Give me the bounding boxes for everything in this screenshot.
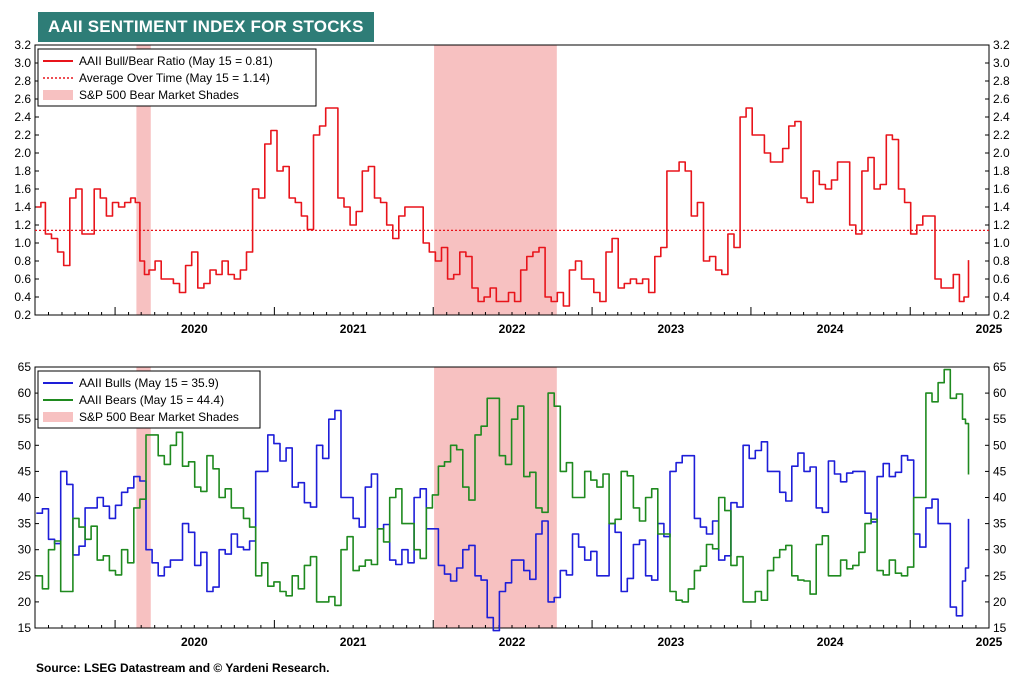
y-tick-label-right: 20	[993, 595, 1007, 609]
y-tick-label-left: 2.2	[14, 128, 31, 142]
y-tick-label-left: 50	[18, 438, 32, 452]
chart-title: AAII SENTIMENT INDEX FOR STOCKS	[38, 12, 374, 42]
legend-label: S&P 500 Bear Market Shades	[79, 410, 239, 424]
y-tick-label-right: 2.0	[993, 146, 1010, 160]
y-tick-label-left: 3.2	[14, 38, 31, 52]
x-tick-label: 2023	[658, 635, 685, 649]
series-line-1	[36, 107, 970, 307]
x-tick-label: 2025	[976, 322, 1003, 336]
y-tick-label-right: 1.2	[993, 218, 1010, 232]
y-tick-label-right: 50	[993, 438, 1007, 452]
bear-market-shade	[434, 45, 557, 315]
x-tick-label: 2021	[340, 322, 367, 336]
y-tick-label-left: 65	[18, 360, 32, 374]
y-tick-label-left: 15	[18, 621, 32, 635]
y-tick-label-right: 0.6	[993, 272, 1010, 286]
y-tick-label-left: 2.0	[14, 146, 31, 160]
legend-label: AAII Bulls (May 15 = 35.9)	[79, 376, 219, 390]
y-tick-label-right: 40	[993, 491, 1007, 505]
y-tick-label-right: 15	[993, 621, 1007, 635]
legend-box	[37, 370, 261, 429]
y-tick-label-right: 25	[993, 569, 1007, 583]
y-tick-label-left: 1.6	[14, 182, 31, 196]
y-tick-label-right: 1.4	[993, 200, 1010, 214]
x-tick-label: 2022	[499, 322, 526, 336]
x-tick-label: 2020	[181, 635, 208, 649]
y-tick-label-left: 1.8	[14, 164, 31, 178]
y-tick-label-left: 2.8	[14, 74, 31, 88]
y-tick-label-left: 35	[18, 517, 32, 531]
bear-market-shade	[136, 367, 151, 628]
legend-swatch-shade	[43, 412, 73, 422]
y-tick-label-right: 1.8	[993, 164, 1010, 178]
y-tick-label-right: 65	[993, 360, 1007, 374]
y-tick-label-right: 1.6	[993, 182, 1010, 196]
y-tick-label-left: 25	[18, 569, 32, 583]
y-tick-label-left: 2.6	[14, 92, 31, 106]
y-tick-label-left: 3.0	[14, 56, 31, 70]
legend-label: Average Over Time (May 15 = 1.14)	[79, 71, 270, 85]
y-tick-label-left: 30	[18, 543, 32, 557]
y-tick-label-right: 0.2	[993, 308, 1010, 322]
y-tick-label-right: 0.4	[993, 290, 1010, 304]
series-line-1	[36, 409, 970, 632]
x-tick-label: 2022	[499, 635, 526, 649]
y-tick-label-left: 2.4	[14, 110, 31, 124]
y-tick-label-left: 1.0	[14, 236, 31, 250]
y-tick-label-right: 45	[993, 464, 1007, 478]
legend-label: S&P 500 Bear Market Shades	[79, 88, 239, 102]
y-tick-label-right: 3.0	[993, 56, 1010, 70]
y-tick-label-left: 0.6	[14, 272, 31, 286]
y-tick-label-right: 1.0	[993, 236, 1010, 250]
legend-label: AAII Bull/Bear Ratio (May 15 = 0.81)	[79, 54, 273, 68]
chart-panel-1: 0.2 0.2 0.4 0.4 0.6 0.6 0.8 0.8 1.0 1.0 1.2 1.2 1.4 1…	[14, 38, 1010, 336]
y-tick-label-right: 55	[993, 412, 1007, 426]
x-tick-label: 2021	[340, 635, 367, 649]
legend-box	[37, 48, 317, 107]
y-tick-label-right: 0.8	[993, 254, 1010, 268]
y-tick-label-left: 55	[18, 412, 32, 426]
bear-market-shade	[434, 367, 557, 628]
y-tick-label-right: 3.2	[993, 38, 1010, 52]
y-tick-label-left: 1.2	[14, 218, 31, 232]
y-tick-label-right: 30	[993, 543, 1007, 557]
legend-label: AAII Bears (May 15 = 44.4)	[79, 393, 224, 407]
x-tick-label: 2020	[181, 322, 208, 336]
y-tick-label-right: 2.6	[993, 92, 1010, 106]
y-tick-label-left: 45	[18, 464, 32, 478]
y-tick-label-left: 60	[18, 386, 32, 400]
series-line-2	[36, 368, 970, 607]
y-tick-label-left: 0.4	[14, 290, 31, 304]
x-tick-label: 2024	[817, 635, 844, 649]
y-tick-label-left: 1.4	[14, 200, 31, 214]
y-tick-label-left: 40	[18, 491, 32, 505]
x-tick-label: 2023	[658, 322, 685, 336]
y-tick-label-left: 0.8	[14, 254, 31, 268]
y-tick-label-right: 35	[993, 517, 1007, 531]
y-tick-label-left: 20	[18, 595, 32, 609]
y-tick-label-right: 2.4	[993, 110, 1010, 124]
x-tick-label: 2025	[976, 635, 1003, 649]
y-tick-label-right: 60	[993, 386, 1007, 400]
y-tick-label-right: 2.8	[993, 74, 1010, 88]
legend-swatch-shade	[43, 90, 73, 100]
x-tick-label: 2024	[817, 322, 844, 336]
source-note: Source: LSEG Datastream and © Yardeni Re…	[36, 661, 330, 675]
y-tick-label-right: 2.2	[993, 128, 1010, 142]
y-tick-label-left: 0.2	[14, 308, 31, 322]
